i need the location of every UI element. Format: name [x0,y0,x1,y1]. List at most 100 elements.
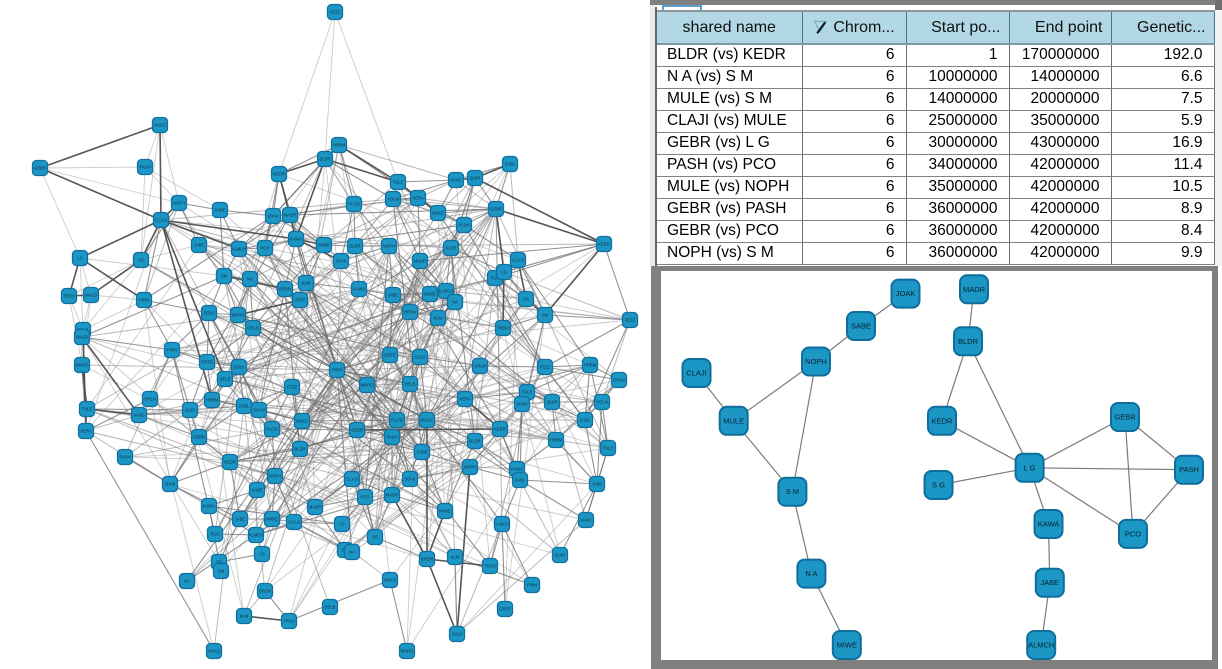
svg-text:L G: L G [1024,463,1036,472]
svg-text:SM: SM [221,274,228,279]
svg-text:ZABL: ZABL [580,418,591,423]
svg-text:VANC: VANC [580,518,591,523]
svg-text:SOLV: SOLV [204,311,215,316]
svg-text:KEDR: KEDR [224,460,236,465]
svg-text:MIWE: MIWE [266,517,278,522]
svg-text:VANC: VANC [516,402,527,407]
svg-text:XERA: XERA [412,196,424,201]
svg-text:NOPH: NOPH [805,357,827,366]
svg-text:NA: NA [349,550,355,555]
svg-text:MADR: MADR [284,213,296,218]
svg-text:NOPH: NOPH [464,465,476,470]
svg-text:HRBM: HRBM [550,438,563,443]
svg-text:GRTE: GRTE [384,353,396,358]
svg-text:WALD: WALD [76,335,88,340]
svg-text:GEBR: GEBR [351,428,363,433]
svg-text:MADR: MADR [386,493,398,498]
svg-text:MULE: MULE [421,418,433,423]
svg-text:ALMCH: ALMCH [232,247,247,252]
svg-text:QUIR: QUIR [555,553,565,558]
svg-text:CLAJI: CLAJI [686,369,706,378]
svg-text:JOAK: JOAK [896,289,916,298]
svg-text:KLM: KLM [302,281,311,286]
svg-text:SG: SG [216,560,222,565]
svg-text:KEDR: KEDR [932,416,953,425]
svg-text:YOLM: YOLM [387,197,399,202]
svg-text:KAWA: KAWA [511,467,523,472]
svg-text:SG: SG [138,258,144,263]
svg-text:KAWA: KAWA [1038,520,1060,529]
svg-text:QUIR: QUIR [185,408,195,413]
svg-text:BLDR: BLDR [469,439,480,444]
svg-text:CLAJI: CLAJI [155,218,166,223]
svg-text:SM: SM [218,569,225,574]
svg-text:QUIR: QUIR [470,176,480,181]
svg-text:HRBM: HRBM [206,398,219,403]
svg-text:LG: LG [259,552,265,557]
svg-text:NA: NA [452,300,458,305]
svg-text:NOPH: NOPH [383,244,395,249]
svg-text:XERA: XERA [80,429,92,434]
svg-text:ZABL: ZABL [515,478,526,483]
svg-text:JABE: JABE [235,517,246,522]
svg-text:SABE: SABE [416,450,427,455]
svg-text:PLOD: PLOD [391,418,402,423]
svg-text:GRTE: GRTE [294,298,306,303]
svg-text:DELB: DELB [405,382,416,387]
svg-text:JOAK: JOAK [336,259,347,264]
svg-text:WALD: WALD [85,293,97,298]
svg-text:DELB: DELB [325,605,336,610]
svg-text:XERA: XERA [459,397,471,402]
svg-text:MULE: MULE [296,419,308,424]
svg-text:PASH: PASH [119,455,130,460]
svg-text:MNRO: MNRO [401,649,415,654]
svg-text:SABE: SABE [445,246,456,251]
svg-text:FEZZ: FEZZ [625,318,636,323]
svg-text:PCO: PCO [210,532,220,537]
svg-text:KEDR: KEDR [273,172,285,177]
svg-text:PIRN: PIRN [167,348,177,353]
svg-text:ZABL: ZABL [505,162,516,167]
svg-text:DELB: DELB [220,377,231,382]
svg-text:MNRO: MNRO [361,383,375,388]
svg-text:BRDN: BRDN [259,589,271,594]
svg-text:KAWA: KAWA [353,287,365,292]
svg-text:GEBR: GEBR [490,207,502,212]
svg-text:CLAJI: CLAJI [288,520,299,525]
svg-text:MIWE: MIWE [424,292,436,297]
svg-text:WALD: WALD [384,578,396,583]
svg-text:TRSO: TRSO [63,294,75,299]
svg-text:PCO: PCO [360,495,370,500]
svg-text:ORLN: ORLN [613,378,625,383]
svg-text:PASH: PASH [1179,465,1199,474]
svg-text:CLAJI: CLAJI [512,258,523,263]
svg-text:MNRO: MNRO [232,313,246,318]
svg-text:ORLN: ORLN [474,364,486,369]
svg-text:MADR: MADR [414,259,426,264]
svg-text:PLOD: PLOD [266,427,277,432]
svg-text:MADR: MADR [309,505,321,510]
svg-text:VANC: VANC [450,178,461,183]
svg-text:MIWE: MIWE [837,641,857,650]
svg-text:BLDR: BLDR [349,244,360,249]
svg-text:SOLV: SOLV [452,632,463,637]
svg-text:N A: N A [805,569,817,578]
svg-text:MADR: MADR [963,285,986,294]
svg-text:ALMCH: ALMCH [249,533,264,538]
svg-text:PASH: PASH [458,223,469,228]
svg-text:WALD: WALD [208,649,220,654]
svg-text:NA: NA [184,579,190,584]
svg-text:TULE: TULE [603,446,614,451]
svg-text:TULE: TULE [522,390,533,395]
svg-text:KEDR: KEDR [598,242,610,247]
svg-text:ALMCH: ALMCH [439,289,454,294]
svg-text:PCO: PCO [490,276,500,281]
svg-text:KLM: KLM [240,614,249,619]
svg-text:NOPH: NOPH [269,474,281,479]
svg-text:JOAK: JOAK [405,477,416,482]
svg-text:BLDR: BLDR [319,157,330,162]
svg-text:SG: SG [523,297,529,302]
svg-text:PIRN: PIRN [139,298,149,303]
svg-text:FEZZ: FEZZ [330,10,341,15]
svg-text:MIWE: MIWE [439,509,451,514]
